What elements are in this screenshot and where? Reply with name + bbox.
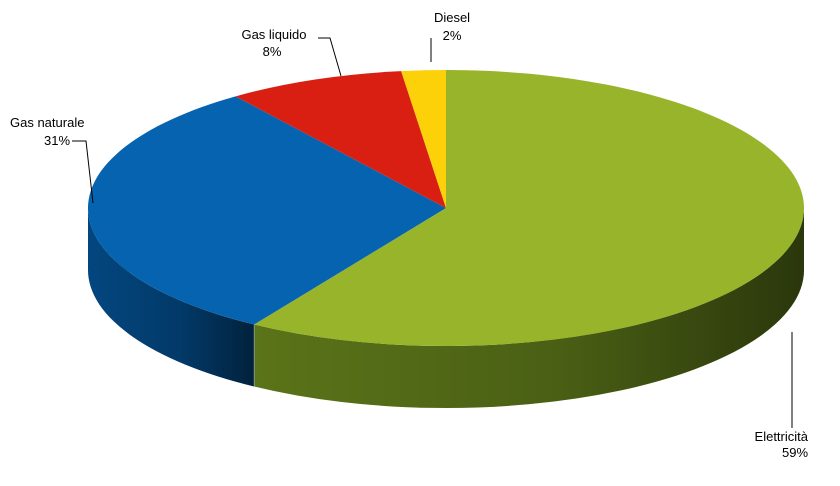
slice-label-elettricita: Elettricità 59%	[755, 429, 809, 460]
slice-label-gas-naturale: Gas naturale 31%	[10, 115, 84, 148]
slice-side-elettricita-shade	[254, 208, 804, 408]
slice-gas-liquido	[235, 71, 446, 209]
slice-label-diesel-value: 2%	[443, 28, 462, 43]
pie-sides	[88, 208, 804, 408]
slice-gas-naturale	[87, 96, 446, 325]
slice-diesel	[401, 70, 446, 208]
slice-label-elettricita-name: Elettricità	[755, 429, 809, 444]
slice-label-gas-liquido-name: Gas liquido	[241, 27, 306, 42]
slice-label-gas-liquido-value: 8%	[263, 44, 282, 59]
leader-gas-liquido	[318, 37, 342, 77]
slice-label-diesel: Diesel 2%	[434, 10, 470, 43]
slice-label-diesel-name: Diesel	[434, 10, 470, 25]
slice-side-gas-naturale-shade	[88, 208, 255, 387]
leader-gas-naturale	[72, 140, 94, 204]
slice-label-gas-naturale-name: Gas naturale	[10, 115, 84, 130]
slice-label-gas-liquido: Gas liquido 8%	[241, 27, 306, 59]
slice-label-gas-naturale-value: 31%	[44, 133, 70, 148]
pie-tops	[87, 70, 805, 347]
leader-lines	[72, 37, 793, 428]
slice-label-elettricita-value: 59%	[782, 445, 808, 460]
slice-elettricita	[254, 70, 805, 347]
